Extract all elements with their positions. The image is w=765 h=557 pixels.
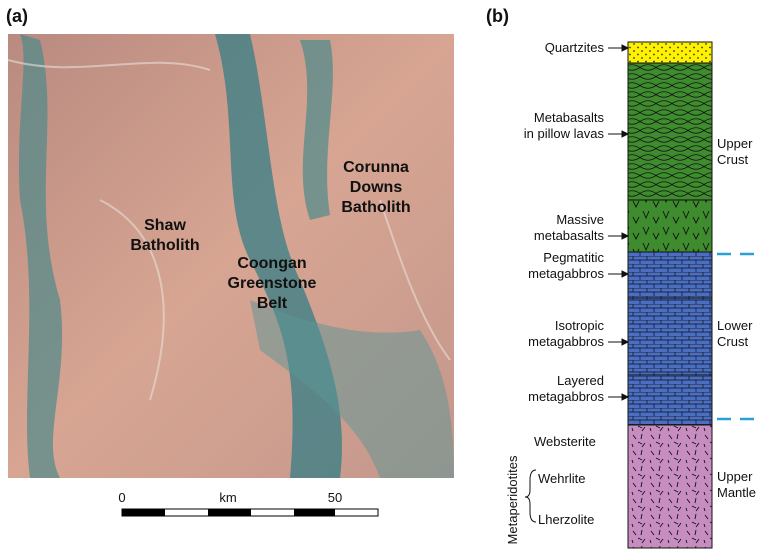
layer-label: metagabbros xyxy=(528,334,604,349)
zone-label: Crust xyxy=(717,334,748,349)
layer-label: Quartzites xyxy=(545,40,605,55)
zone-label: Mantle xyxy=(717,485,756,500)
zone-label: Upper xyxy=(717,469,753,484)
mantle-label: Websterite xyxy=(534,434,596,449)
scale-label: km xyxy=(219,490,236,505)
mantle-label: Lherzolite xyxy=(538,512,594,527)
layer-label: Pegmatitic xyxy=(543,250,604,265)
map-label: Downs xyxy=(350,179,403,196)
layer-label: Layered xyxy=(557,373,604,388)
layer-label: Isotropic xyxy=(555,318,605,333)
stratigraphic-column xyxy=(628,42,712,548)
scale-bar: 0 km 50 xyxy=(118,490,378,516)
mantle-label: Wehrlite xyxy=(538,471,585,486)
map-label: Batholith xyxy=(130,237,199,254)
zone-label: Crust xyxy=(717,152,748,167)
map-label: Batholith xyxy=(341,199,410,216)
layer-label: metagabbros xyxy=(528,266,604,281)
group-label: Metaperidotites xyxy=(505,455,520,544)
scale-label: 0 xyxy=(118,490,125,505)
panel-label: (b) xyxy=(486,6,509,26)
layer-label: metabasalts xyxy=(534,228,605,243)
map-label: Corunna xyxy=(343,159,409,176)
layer-label: Massive xyxy=(556,212,604,227)
scale-label: 50 xyxy=(328,490,342,505)
map-label: Belt xyxy=(257,295,288,312)
zone-label: Lower xyxy=(717,318,753,333)
layer-label: in pillow lavas xyxy=(524,126,605,141)
figure: (a) Shaw Batholith Coongan Greenstone Be… xyxy=(0,0,765,552)
map-label: Shaw xyxy=(144,217,186,234)
layer-label: Metabasalts xyxy=(534,110,605,125)
panel-label: (a) xyxy=(6,6,28,26)
map-label: Coongan xyxy=(237,255,306,272)
satellite-image: Shaw Batholith Coongan Greenstone Belt C… xyxy=(8,34,454,478)
zone-label: Upper xyxy=(717,136,753,151)
map-label: Greenstone xyxy=(228,275,317,292)
layer-label: metagabbros xyxy=(528,389,604,404)
